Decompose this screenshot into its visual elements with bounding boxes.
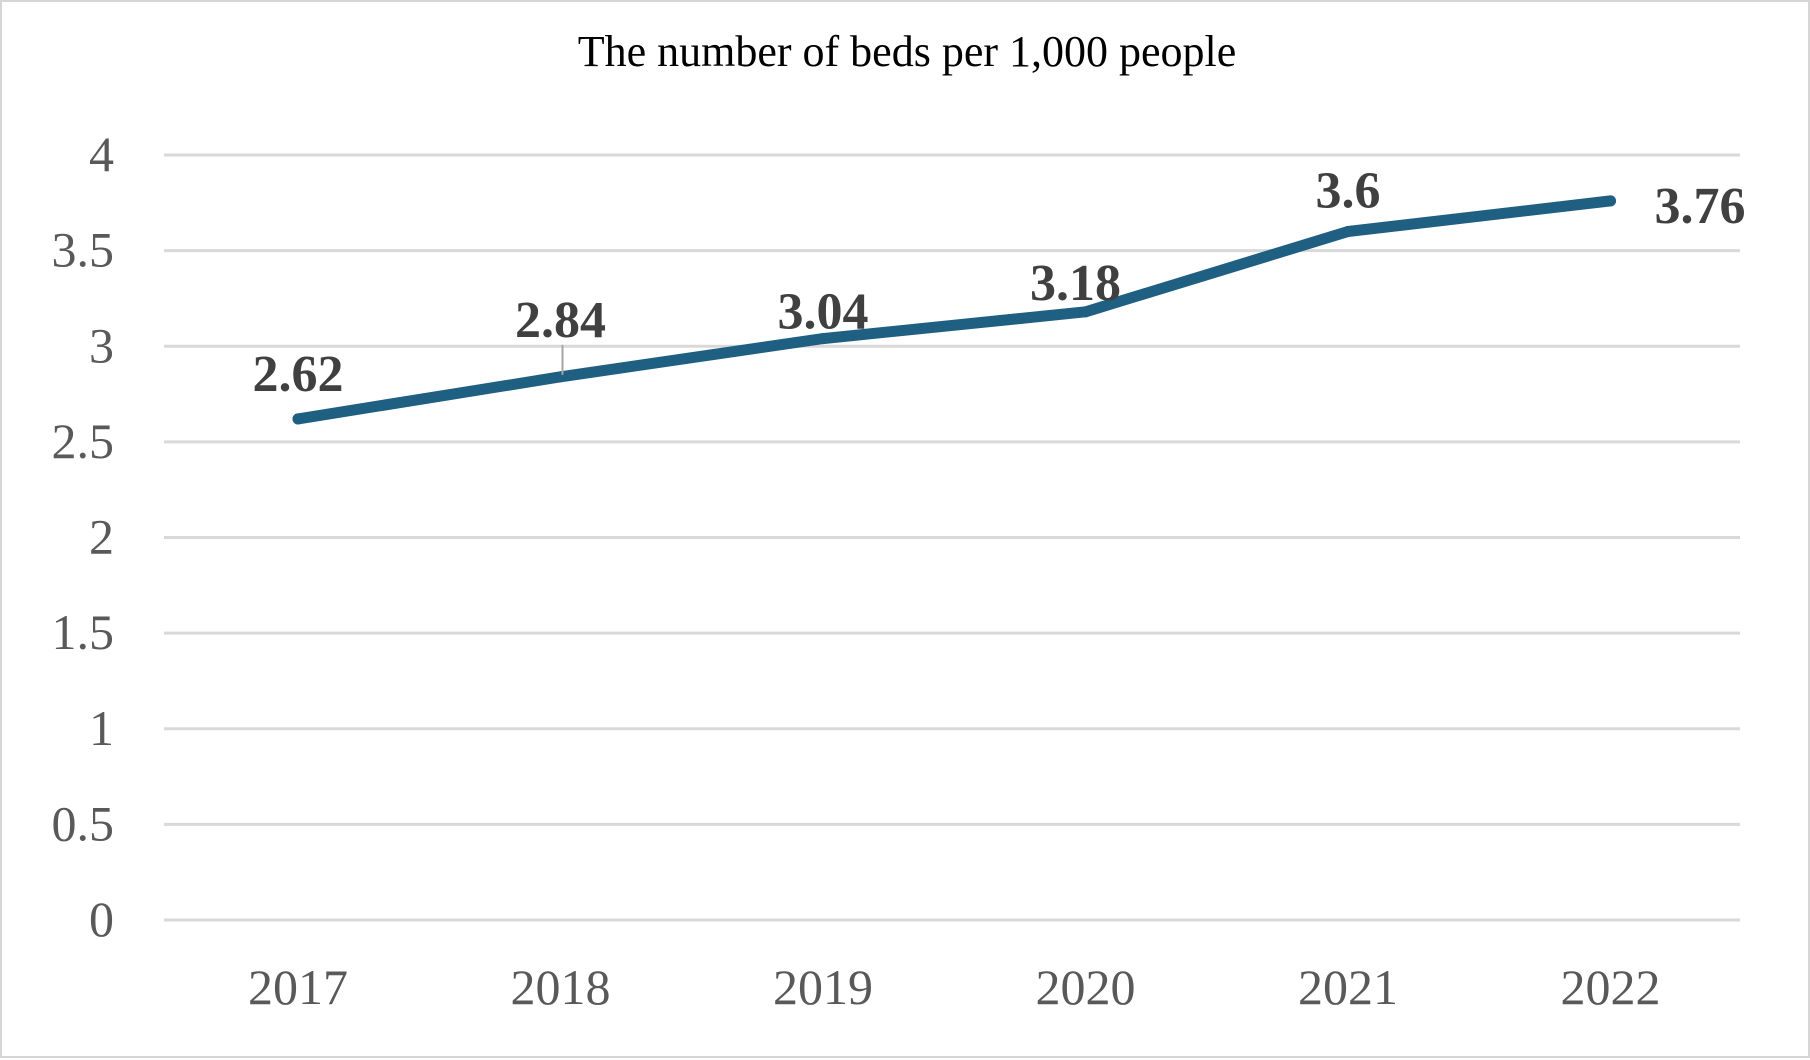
data-point — [817, 333, 829, 345]
x-tick-label: 2022 — [1561, 959, 1661, 1015]
x-tick-label: 2021 — [1298, 959, 1398, 1015]
y-tick-label: 4 — [89, 126, 114, 182]
series-line-group — [292, 195, 1616, 425]
y-tick-label: 2.5 — [52, 413, 115, 469]
data-label: 2.84 — [515, 292, 606, 349]
y-axis-ticks: 0 0.5 1 1.5 2 2.5 3 3.5 4 — [52, 126, 115, 947]
y-tick-label: 3 — [89, 317, 114, 373]
series-line — [292, 195, 1616, 425]
data-point — [292, 413, 304, 425]
data-point — [555, 371, 566, 383]
y-tick-label: 3.5 — [52, 222, 115, 278]
data-label: 3.76 — [1655, 178, 1746, 235]
y-tick-label: 0.5 — [52, 795, 115, 851]
x-tick-label: 2020 — [1036, 959, 1136, 1015]
x-tick-label: 2017 — [248, 959, 348, 1015]
y-tick-label: 1 — [89, 700, 114, 756]
data-point — [1080, 306, 1091, 318]
data-label: 3.6 — [1316, 163, 1381, 220]
x-tick-label: 2019 — [773, 959, 873, 1015]
data-point — [1342, 226, 1354, 237]
chart-title: The number of beds per 1,000 people — [578, 27, 1237, 76]
y-tick-label: 0 — [89, 891, 114, 947]
y-tick-label: 1.5 — [52, 604, 115, 660]
data-label: 2.62 — [253, 346, 344, 403]
y-tick-label: 2 — [89, 509, 114, 565]
data-label: 3.18 — [1030, 255, 1121, 312]
data-point — [1605, 195, 1616, 207]
data-labels: 2.62 2.84 3.04 3.18 3.6 3.76 — [253, 163, 1746, 403]
data-label: 3.04 — [778, 284, 869, 341]
gridlines — [164, 153, 1740, 922]
x-axis-ticks: 2017 2018 2019 2020 2021 2022 — [248, 959, 1661, 1015]
x-tick-label: 2018 — [511, 959, 611, 1015]
